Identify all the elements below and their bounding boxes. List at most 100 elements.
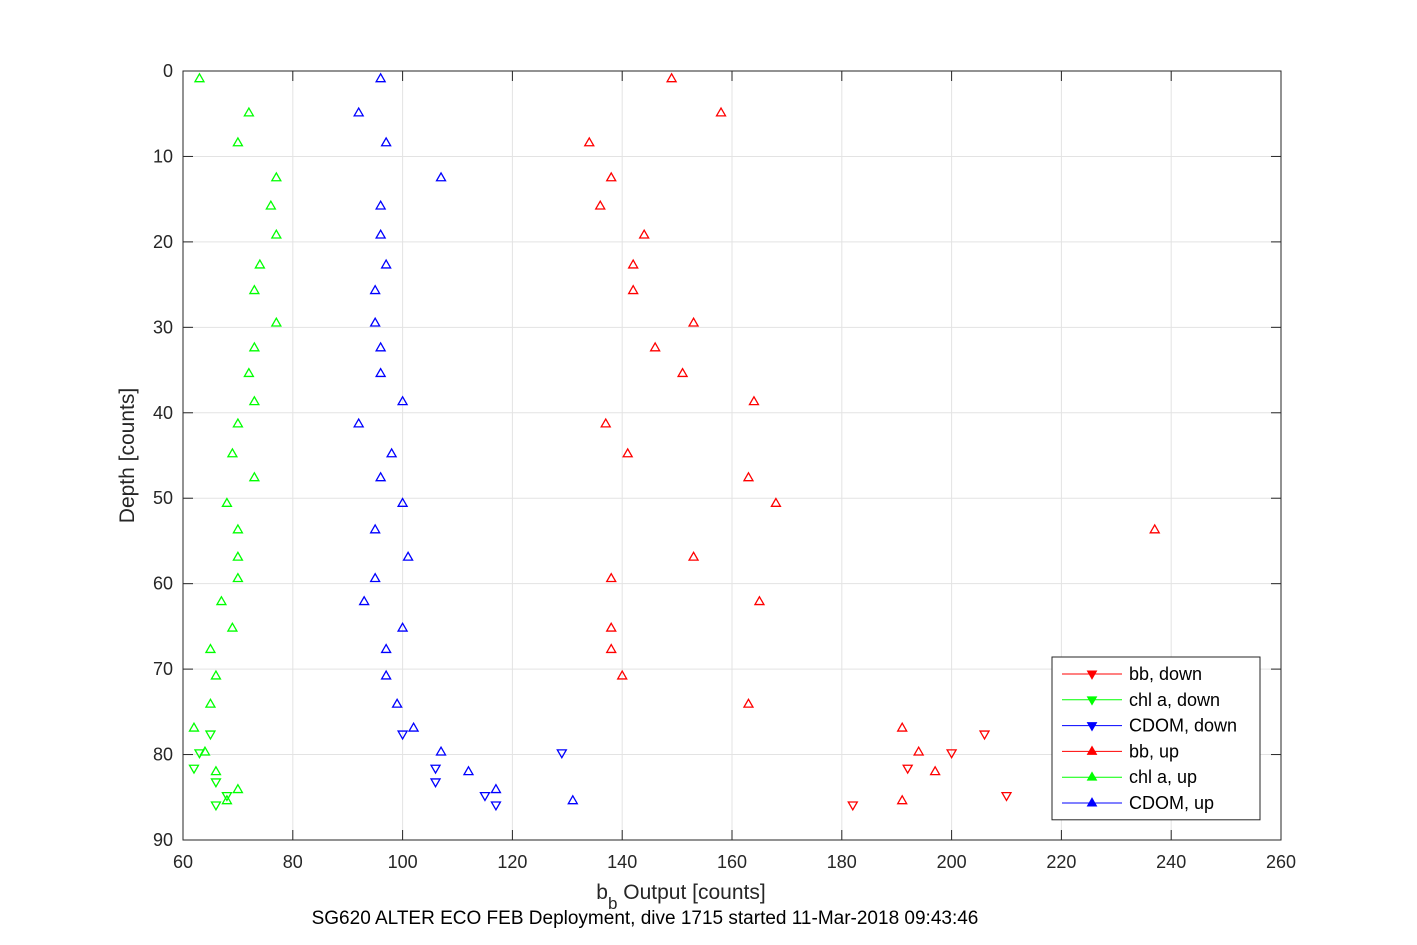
- data-point: [627, 284, 639, 295]
- x-axis-label-main: b: [596, 881, 608, 904]
- data-point: [676, 367, 689, 378]
- series-0: [847, 730, 1013, 812]
- data-point: [429, 764, 442, 775]
- x-tick-label: 180: [827, 852, 857, 872]
- y-tick-label: 90: [153, 830, 173, 850]
- y-tick-label: 40: [153, 403, 173, 423]
- data-points: [188, 72, 1161, 812]
- data-point: [490, 783, 502, 794]
- x-tick-label: 140: [607, 852, 637, 872]
- data-point: [265, 199, 277, 210]
- data-point: [232, 417, 244, 428]
- y-tick-label: 0: [163, 61, 173, 81]
- data-point: [254, 258, 266, 269]
- data-point: [210, 778, 222, 789]
- data-point: [232, 783, 244, 794]
- data-point: [429, 778, 442, 789]
- data-point: [616, 669, 628, 680]
- y-axis-label: Depth [counts]: [116, 388, 139, 523]
- legend-label: CDOM, down: [1129, 716, 1237, 736]
- data-point: [232, 572, 244, 583]
- data-point: [627, 258, 639, 269]
- x-tick-label: 80: [283, 852, 303, 872]
- legend-marker: [1086, 771, 1098, 781]
- data-point: [402, 551, 414, 561]
- data-point: [221, 497, 233, 507]
- legend-item: chl a, down: [1062, 690, 1220, 710]
- legend-marker: [1086, 745, 1098, 755]
- data-point: [605, 643, 617, 654]
- legend-marker: [1086, 722, 1098, 732]
- data-point: [847, 801, 859, 812]
- data-point: [407, 721, 420, 732]
- data-point: [270, 228, 282, 239]
- data-point: [232, 523, 244, 534]
- legend-item: CDOM, up: [1062, 793, 1214, 813]
- data-point: [375, 199, 387, 210]
- y-tick-label: 20: [153, 232, 173, 252]
- data-point: [770, 497, 782, 507]
- legend-item: chl a, up: [1062, 767, 1197, 787]
- legend: bb, down chl a, down CDOM, down bb, up chl a…: [1051, 656, 1261, 821]
- data-point: [605, 572, 617, 583]
- series-2: [396, 730, 568, 812]
- data-point: [353, 417, 365, 428]
- data-point: [753, 595, 766, 606]
- data-point: [687, 551, 700, 561]
- legend-marker: [1086, 670, 1098, 680]
- legend-label: chl a, down: [1129, 690, 1220, 710]
- legend-label: bb, down: [1129, 664, 1202, 684]
- legend-item: CDOM, down: [1062, 716, 1237, 736]
- legend-marker: [1086, 696, 1098, 706]
- data-point: [215, 595, 228, 606]
- data-point: [396, 395, 409, 406]
- series-3: [583, 72, 1161, 805]
- data-point: [462, 765, 475, 776]
- x-tick-label: 120: [497, 852, 527, 872]
- data-point: [380, 136, 392, 147]
- data-point: [358, 595, 370, 606]
- x-tick-label: 160: [717, 852, 747, 872]
- data-point: [742, 471, 755, 482]
- legend-label: CDOM, up: [1129, 793, 1214, 813]
- data-point: [204, 643, 217, 654]
- data-point: [715, 106, 727, 117]
- data-point: [369, 572, 381, 583]
- data-point: [1000, 791, 1013, 802]
- series-4: [188, 72, 282, 805]
- data-point: [391, 697, 403, 708]
- legend-marker: [1086, 797, 1098, 807]
- data-point: [600, 417, 612, 428]
- data-point: [945, 749, 958, 760]
- data-point: [375, 471, 387, 482]
- data-point: [248, 341, 260, 352]
- x-axis-label-rest: Output [counts]: [617, 881, 765, 904]
- data-point: [226, 621, 239, 632]
- data-point: [375, 341, 387, 352]
- legend-label: chl a, up: [1129, 767, 1197, 787]
- x-tick-label: 240: [1156, 852, 1186, 872]
- axis-ticks: 60 80 100 120 140 160 180 200 220 240 260 0 10 20 30 40…: [153, 61, 1296, 872]
- data-point: [193, 72, 206, 83]
- data-point: [188, 764, 200, 775]
- legend-box: [1051, 656, 1261, 821]
- data-point: [210, 669, 222, 680]
- data-point: [594, 199, 606, 210]
- data-point: [243, 106, 255, 117]
- data-point: [248, 395, 260, 406]
- x-tick-label: 200: [937, 852, 967, 872]
- data-point: [665, 72, 678, 83]
- data-point: [270, 316, 282, 327]
- data-point: [243, 367, 255, 378]
- data-point: [687, 316, 700, 327]
- data-point: [605, 171, 617, 182]
- data-point: [556, 749, 568, 760]
- data-point: [232, 551, 244, 561]
- data-point: [204, 697, 217, 708]
- data-point: [375, 367, 387, 378]
- y-tick-label: 60: [153, 574, 173, 594]
- data-point: [380, 643, 392, 654]
- data-point: [380, 669, 392, 680]
- data-point: [435, 171, 447, 182]
